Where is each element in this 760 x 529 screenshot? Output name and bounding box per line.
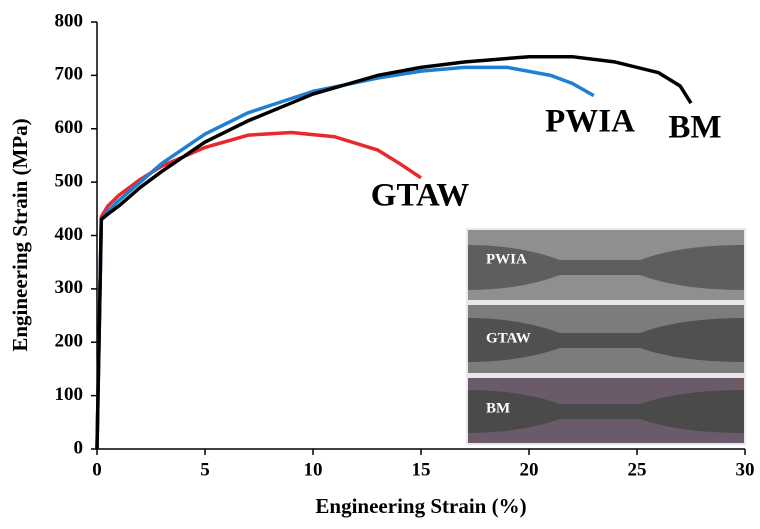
- inset-label: BM: [486, 400, 510, 416]
- x-tick-label: 5: [200, 459, 210, 480]
- x-tick-label: 0: [92, 459, 102, 480]
- y-tick-label: 400: [55, 224, 84, 245]
- x-tick-label: 20: [520, 459, 539, 480]
- series-line: [95, 130, 422, 450]
- inset-label: GTAW: [486, 330, 531, 346]
- y-tick-label: 0: [74, 437, 84, 458]
- y-axis-label: Engineering Strain (MPa): [8, 118, 32, 351]
- x-tick-label: 30: [736, 459, 755, 480]
- series-line: [95, 54, 693, 450]
- series-label: GTAW: [371, 178, 469, 214]
- y-tick-label: 500: [55, 170, 84, 191]
- y-tick-label: 700: [55, 64, 84, 85]
- series-line: [95, 65, 595, 450]
- y-tick-label: 600: [55, 117, 84, 138]
- x-axis-label: Engineering Strain (%): [315, 494, 526, 518]
- inset-label: PWIA: [486, 251, 527, 267]
- y-tick-label: 300: [55, 277, 84, 298]
- x-tick-label: 10: [304, 459, 323, 480]
- y-tick-label: 200: [55, 331, 84, 352]
- series-label: BM: [668, 110, 721, 146]
- y-tick-label: 800: [55, 10, 84, 31]
- series-label: PWIA: [545, 104, 635, 140]
- x-tick-label: 15: [412, 459, 431, 480]
- inset-photo: [466, 228, 746, 445]
- y-tick-label: 100: [55, 384, 84, 405]
- x-tick-label: 25: [628, 459, 647, 480]
